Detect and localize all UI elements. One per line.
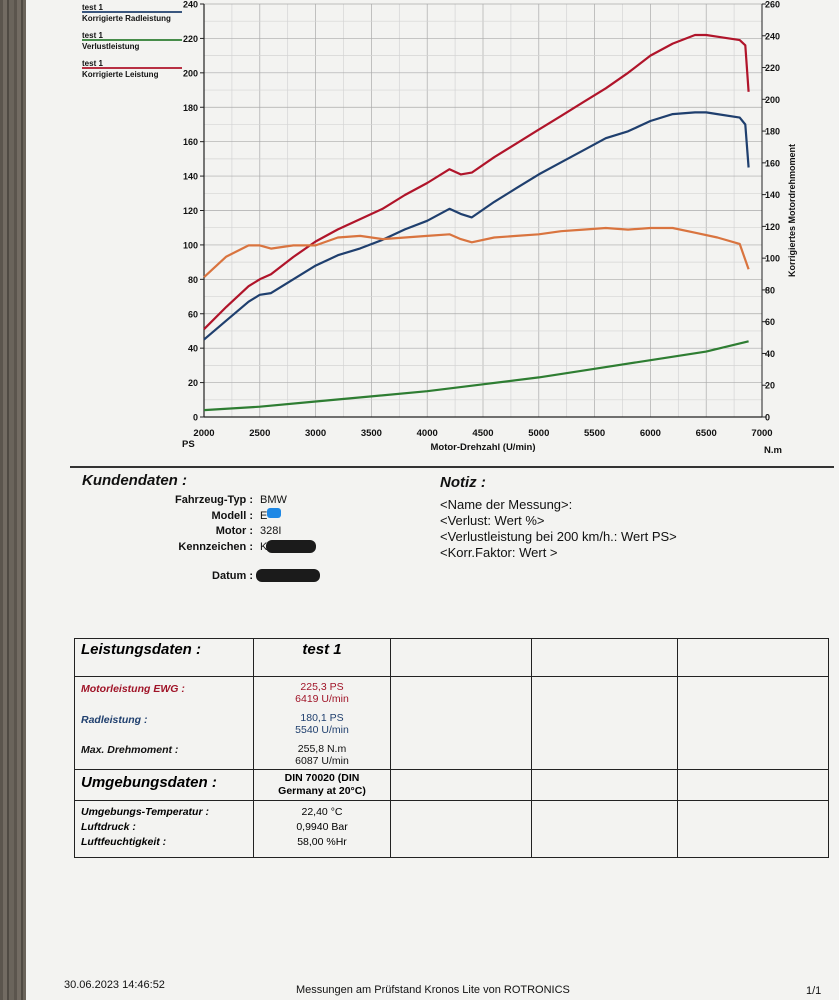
temperatur-label: Umgebungs-Temperatur : bbox=[81, 806, 209, 818]
luftdruck-label: Luftdruck : bbox=[81, 821, 136, 833]
fahrzeug-label: Fahrzeug-Typ : bbox=[174, 494, 253, 506]
motorleistung-rpm: 6419 U/min bbox=[295, 693, 349, 705]
notiz-line: <Verlustleistung bei 200 km/h.: Wert PS> bbox=[440, 529, 677, 544]
legend-run: test 1 bbox=[82, 59, 103, 68]
y2-tick-label: 120 bbox=[765, 222, 780, 232]
y-tick-label: 240 bbox=[183, 0, 198, 10]
legend-run: test 1 bbox=[82, 3, 103, 12]
x-tick-label: 7000 bbox=[751, 428, 772, 439]
chart-legend: test 1 Korrigierte Radleistung test 1 Verlu… bbox=[82, 3, 182, 79]
y2-axis-label: Korrigiertes Motordrehmoment bbox=[787, 144, 797, 277]
y2-tick-label: 20 bbox=[765, 381, 775, 391]
motorleistung-ps: 225,3 PS bbox=[300, 681, 344, 693]
legend-label: Korrigierte Leistung bbox=[82, 70, 159, 79]
x-tick-label: 5500 bbox=[584, 428, 605, 439]
drehmoment-nm: 255,8 N.m bbox=[297, 743, 347, 755]
norm-value: DIN 70020 (DIN Germany at 20°C) bbox=[278, 772, 366, 797]
radleistung-label: Radleistung : bbox=[81, 714, 148, 726]
motorleistung-label: Motorleistung EWG : bbox=[81, 683, 185, 695]
y2-tick-label: 200 bbox=[765, 95, 780, 105]
y-axis-unit: PS bbox=[182, 439, 195, 450]
y2-tick-label: 100 bbox=[765, 254, 780, 264]
y-tick-label: 140 bbox=[183, 172, 198, 182]
umgebungsdaten-heading: Umgebungsdaten : bbox=[81, 774, 217, 791]
wooden-background bbox=[0, 0, 28, 1000]
y-tick-label: 100 bbox=[183, 240, 198, 250]
x-axis-label: Motor-Drehzahl (U/min) bbox=[430, 442, 535, 453]
y-tick-label: 160 bbox=[183, 137, 198, 147]
luftfeuchtigkeit-label: Luftfeuchtigkeit : bbox=[81, 836, 167, 848]
modell-label: Modell : bbox=[211, 510, 253, 522]
notiz-line: <Korr.Faktor: Wert > bbox=[440, 545, 558, 560]
y2-tick-label: 140 bbox=[765, 190, 780, 200]
y2-tick-label: 220 bbox=[765, 63, 780, 73]
y2-tick-label: 80 bbox=[765, 285, 775, 295]
redaction-mark-blue bbox=[267, 508, 281, 518]
x-tick-label: 6500 bbox=[696, 428, 717, 439]
y-tick-label: 200 bbox=[183, 68, 198, 78]
y2-tick-label: 160 bbox=[765, 158, 780, 168]
x-tick-label: 5000 bbox=[528, 428, 549, 439]
kennzeichen-value: K bbox=[260, 541, 268, 553]
y-tick-label: 180 bbox=[183, 103, 198, 113]
y-tick-label: 0 bbox=[193, 413, 198, 423]
y2-tick-label: 0 bbox=[765, 413, 770, 423]
fahrzeug-value: BMW bbox=[260, 494, 287, 506]
luftdruck-value: 0,9940 Bar bbox=[296, 821, 348, 833]
footer-source: Messungen am Prüfstand Kronos Lite von R… bbox=[296, 984, 570, 996]
chart-ticks: 0 20 40 60 80 100 120 140 160 180 200 220 240 0 20 40 60… bbox=[182, 0, 797, 456]
y2-tick-label: 40 bbox=[765, 349, 775, 359]
series-line bbox=[203, 340, 749, 412]
luftfeuchtigkeit-value: 58,00 %Hr bbox=[297, 836, 347, 848]
leistungsdaten-heading: Leistungsdaten : bbox=[81, 641, 202, 658]
run-name: test 1 bbox=[302, 641, 342, 658]
x-axis-unit: N.m bbox=[764, 445, 782, 456]
motor-value: 328I bbox=[260, 525, 282, 537]
chart-curves bbox=[203, 33, 750, 412]
modell-value: E bbox=[260, 510, 268, 522]
page-number: 1/1 bbox=[806, 985, 822, 997]
temperatur-value: 22,40 °C bbox=[301, 806, 343, 818]
datum-label: Datum : bbox=[212, 570, 253, 582]
drehmoment-label: Max. Drehmoment : bbox=[81, 744, 179, 756]
dyno-chart: 0 20 40 60 80 100 120 140 160 180 200 220 240 0 20 40 60… bbox=[82, 0, 797, 456]
kundendaten-heading: Kundendaten : bbox=[82, 472, 187, 489]
y-tick-label: 80 bbox=[188, 275, 198, 285]
performance-table: Leistungsdaten : test 1 Motorleistung EW… bbox=[74, 638, 829, 858]
notiz-line: <Verlust: Wert %> bbox=[440, 513, 545, 528]
y2-tick-label: 240 bbox=[765, 31, 780, 41]
kennzeichen-label: Kennzeichen : bbox=[178, 541, 253, 553]
x-tick-label: 3500 bbox=[361, 428, 382, 439]
motor-label: Motor : bbox=[215, 525, 253, 537]
redaction-kennzeichen bbox=[266, 540, 316, 553]
y2-tick-label: 260 bbox=[765, 0, 780, 10]
y-tick-label: 40 bbox=[188, 344, 198, 354]
y-tick-label: 60 bbox=[188, 309, 198, 319]
x-tick-label: 4000 bbox=[417, 428, 438, 439]
x-tick-label: 2000 bbox=[193, 428, 214, 439]
notiz-line: <Name der Messung>: bbox=[440, 497, 573, 512]
legend-label: Korrigierte Radleistung bbox=[82, 14, 171, 23]
series-line bbox=[203, 111, 750, 341]
section-divider bbox=[70, 466, 834, 468]
notiz-heading: Notiz : bbox=[440, 474, 486, 491]
y2-tick-label: 180 bbox=[765, 127, 780, 137]
x-tick-label: 4500 bbox=[472, 428, 493, 439]
y-tick-label: 20 bbox=[188, 378, 198, 388]
y-tick-label: 220 bbox=[183, 34, 198, 44]
y2-tick-label: 60 bbox=[765, 317, 775, 327]
legend-run: test 1 bbox=[82, 31, 103, 40]
x-tick-label: 6000 bbox=[640, 428, 661, 439]
print-timestamp: 30.06.2023 14:46:52 bbox=[64, 979, 165, 991]
radleistung-rpm: 5540 U/min bbox=[295, 724, 349, 736]
series-line bbox=[203, 33, 750, 330]
legend-label: Verlustleistung bbox=[82, 42, 139, 51]
radleistung-ps: 180,1 PS bbox=[300, 712, 344, 724]
y-tick-label: 120 bbox=[183, 206, 198, 216]
redaction-datum bbox=[256, 569, 320, 582]
x-tick-label: 3000 bbox=[305, 428, 326, 439]
series-line bbox=[203, 226, 750, 279]
x-tick-label: 2500 bbox=[249, 428, 270, 439]
drehmoment-rpm: 6087 U/min bbox=[295, 755, 349, 767]
